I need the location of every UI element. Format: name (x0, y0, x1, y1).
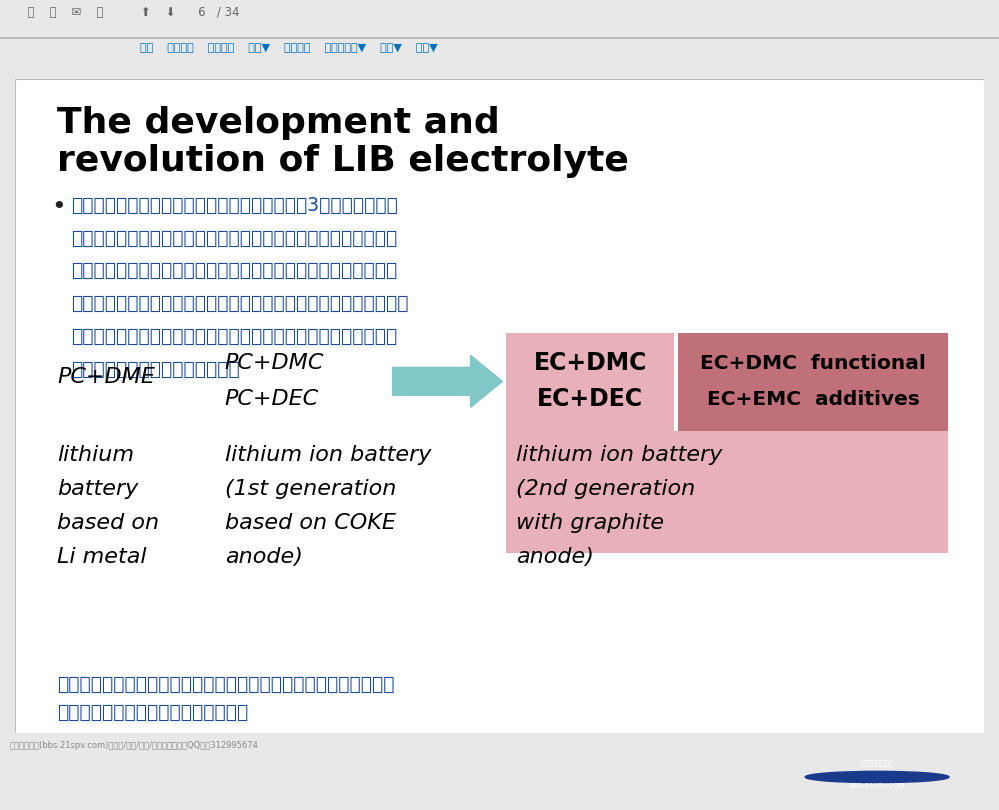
FancyBboxPatch shape (506, 334, 674, 433)
Text: 当然，由于液体电解质特殊的优势，在未来相当长的一个时期，液体: 当然，由于液体电解质特殊的优势，在未来相当长的一个时期，液体 (57, 675, 395, 694)
Text: BBS.21SPV.COM: BBS.21SPV.COM (849, 783, 905, 790)
FancyArrow shape (393, 356, 502, 407)
FancyBboxPatch shape (506, 431, 948, 553)
Text: 电解质的类型把锂离子电池分为液体锂离子电池、聚合物锂离子电: 电解质的类型把锂离子电池分为液体锂离子电池、聚合物锂离子电 (71, 262, 398, 280)
Text: The development and: The development and (57, 105, 500, 139)
Circle shape (805, 771, 949, 782)
Text: PC+DME: PC+DME (57, 367, 155, 387)
Text: EC+DEC: EC+DEC (537, 387, 643, 411)
Text: PC+DEC: PC+DEC (225, 390, 319, 409)
Text: EC+EMC  additives: EC+EMC additives (706, 390, 920, 409)
Text: lithium ion battery: lithium ion battery (516, 446, 723, 465)
Text: 类似地，锂离子电池的电解液技术也已经经历了3次变革，电解质: 类似地，锂离子电池的电解液技术也已经经历了3次变革，电解质 (71, 195, 398, 215)
Text: lithium ion battery: lithium ion battery (225, 446, 432, 465)
Text: revolution of LIB electrolyte: revolution of LIB electrolyte (57, 143, 628, 177)
Text: Li metal: Li metal (57, 548, 147, 567)
Text: based on COKE: based on COKE (225, 514, 396, 533)
Text: 子电池仍将主导锂离子电池市场。: 子电池仍将主导锂离子电池市场。 (71, 360, 240, 379)
Text: (1st generation: (1st generation (225, 480, 397, 499)
Text: •: • (51, 195, 66, 220)
FancyBboxPatch shape (678, 334, 948, 433)
Text: 编辑    添加文本    添加图像    链接▼    裁剪页面    页眉和页脚▼    水印▼    更多▼: 编辑 添加文本 添加图像 链接▼ 裁剪页面 页眉和页脚▼ 水印▼ 更多▼ (140, 43, 438, 53)
Text: 阳光工匠光伏论坛: 阳光工匠光伏论坛 (860, 760, 894, 766)
Text: battery: battery (57, 480, 138, 499)
Text: lithium: lithium (57, 446, 134, 465)
FancyBboxPatch shape (15, 79, 984, 733)
Text: EC+DMC  functional: EC+DMC functional (700, 354, 926, 373)
Text: EC+DMC: EC+DMC (533, 352, 647, 375)
Text: 池和全固态锂离子电池，并用以满足不同的生产和生活实践。当然，: 池和全固态锂离子电池，并用以满足不同的生产和生活实践。当然， (71, 294, 409, 313)
Text: PC+DMC: PC+DMC (225, 353, 324, 373)
Text: with graphite: with graphite (516, 514, 664, 533)
Text: 锂离子电池仍将主导锂离子电池市场。: 锂离子电池仍将主导锂离子电池市场。 (57, 703, 248, 722)
Text: 的多样性也为锂离子电池多样化做出了实质性的贡献，人们常根据: 的多样性也为锂离子电池多样化做出了实质性的贡献，人们常根据 (71, 228, 398, 247)
Text: anode): anode) (516, 548, 594, 567)
Text: 🖫    🖨    ✉    🔍          ⬆    ⬇      6   / 34: 🖫 🖨 ✉ 🔍 ⬆ ⬇ 6 / 34 (20, 6, 240, 19)
FancyBboxPatch shape (0, 37, 999, 39)
Text: 阳光工匠论坛(bbs.21spv.com)，光伏/储能/能源/电力资料下载，QQ群：312995674: 阳光工匠论坛(bbs.21spv.com)，光伏/储能/能源/电力资料下载，QQ… (10, 741, 259, 750)
Text: anode): anode) (225, 548, 303, 567)
Text: based on: based on (57, 514, 159, 533)
Text: (2nd generation: (2nd generation (516, 480, 695, 499)
Text: 由于液体电解质特殊的优势，在未来相当长的一个时期，液体锂离: 由于液体电解质特殊的优势，在未来相当长的一个时期，液体锂离 (71, 327, 398, 347)
